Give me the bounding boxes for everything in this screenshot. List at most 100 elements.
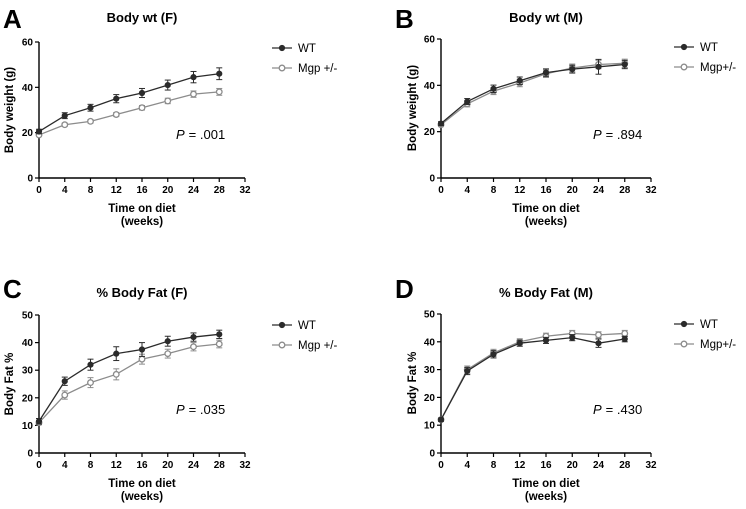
data-point — [190, 343, 197, 351]
data-point — [138, 355, 146, 363]
data-point — [61, 121, 69, 129]
legend-entry: WT — [674, 319, 718, 331]
x-tick-label: 4 — [62, 185, 68, 196]
data-point — [113, 350, 120, 357]
data-point — [516, 77, 523, 84]
data-point — [216, 70, 223, 77]
y-tick-label: 20 — [424, 393, 436, 404]
data-point — [87, 361, 94, 368]
data-point — [490, 85, 497, 92]
y-tick-label: 10 — [424, 421, 436, 432]
y-tick-label: 40 — [22, 83, 34, 94]
data-point — [216, 331, 223, 338]
panel-a: A Body wt (F) 0 20 40 60 0 4 8 12 16 20 24 28 32 Time o… — [3, 4, 337, 228]
legend-label: Mgp +/- — [298, 63, 337, 75]
data-point — [35, 418, 43, 425]
y-tick-label: 60 — [424, 35, 436, 46]
data-point — [61, 378, 68, 385]
p-value: P = .035 — [176, 402, 225, 417]
data-point — [542, 69, 550, 76]
x-tick-label: 32 — [239, 460, 251, 471]
data-point — [61, 112, 68, 119]
x-tick-label: 20 — [567, 460, 579, 471]
x-tick-label: 28 — [619, 185, 631, 196]
y-tick-label: 0 — [429, 174, 435, 185]
x-tick-label: 4 — [464, 185, 470, 196]
x-tick-label: 8 — [491, 460, 497, 471]
series-line — [38, 91, 220, 136]
data-point — [138, 89, 146, 97]
data-point — [621, 61, 628, 68]
data-point — [490, 351, 497, 358]
data-point — [112, 370, 120, 378]
data-point — [190, 333, 197, 341]
y-tick-label: 50 — [22, 311, 34, 322]
legend-label: WT — [700, 319, 718, 331]
y-tick-label: 20 — [22, 393, 34, 404]
legend-marker — [278, 321, 286, 329]
x-tick-label: 12 — [111, 185, 123, 196]
p-value: P = .430 — [593, 402, 642, 417]
x-tick-label: 8 — [491, 185, 497, 196]
legend-entry: Mgp +/- — [272, 63, 337, 75]
x-axis-label: (weeks) — [121, 216, 163, 228]
x-axis-label: (weeks) — [525, 491, 567, 503]
panel-letter: D — [395, 274, 414, 304]
data-point — [569, 66, 576, 73]
panel-letter: B — [395, 4, 414, 34]
legend-label: WT — [700, 42, 718, 54]
data-point — [595, 331, 602, 339]
legend-marker — [680, 43, 688, 51]
x-tick-label: 32 — [239, 185, 251, 196]
x-tick-label: 20 — [162, 185, 174, 196]
y-tick-label: 50 — [424, 310, 436, 321]
y-tick-label: 40 — [22, 338, 34, 349]
p-value-symbol: P — [593, 402, 602, 417]
y-axis-label: Body weight (g) — [4, 67, 16, 153]
legend-label: Mgp+/- — [700, 339, 736, 351]
y-tick-label: 60 — [22, 38, 34, 49]
y-axis-label: Body Fat % — [4, 353, 16, 416]
panel-letter: C — [3, 274, 22, 304]
p-value-text: = .035 — [189, 402, 226, 417]
series-line — [440, 336, 625, 420]
x-axis-label: Time on diet — [512, 478, 580, 490]
legend-entry: Mgp+/- — [674, 339, 736, 351]
data-point — [138, 104, 146, 112]
data-point — [164, 97, 172, 105]
x-tick-label: 32 — [645, 185, 657, 196]
y-tick-label: 0 — [429, 449, 435, 460]
x-tick-label: 16 — [136, 460, 148, 471]
y-tick-label: 30 — [424, 365, 436, 376]
panel-letter: A — [3, 4, 22, 34]
data-point — [190, 90, 197, 98]
legend-marker — [680, 63, 688, 71]
y-tick-label: 40 — [424, 81, 436, 92]
data-point — [215, 340, 223, 348]
x-tick-label: 0 — [36, 460, 42, 471]
data-point — [569, 334, 576, 341]
series-line — [440, 62, 625, 126]
legend-marker — [278, 44, 286, 52]
panel-d: D % Body Fat (M) 0 10 20 30 40 50 0 4 8 12 16 20 24 28 3… — [395, 274, 736, 503]
series-line — [38, 343, 220, 424]
x-tick-label: 28 — [619, 460, 631, 471]
x-tick-label: 32 — [645, 460, 657, 471]
x-tick-label: 8 — [88, 460, 94, 471]
p-value: P = .001 — [176, 127, 225, 142]
y-tick-label: 20 — [424, 127, 436, 138]
y-tick-label: 0 — [27, 449, 33, 460]
x-tick-label: 12 — [514, 185, 526, 196]
data-point — [516, 340, 523, 347]
data-point — [621, 335, 628, 343]
x-tick-label: 12 — [514, 460, 526, 471]
x-tick-label: 20 — [567, 185, 579, 196]
series-line — [38, 73, 220, 133]
data-point — [215, 88, 223, 96]
data-point — [595, 340, 602, 347]
y-axis-label: Body weight (g) — [407, 65, 419, 151]
panel-b: B Body wt (M) 0 20 40 60 0 4 8 12 16 20 24 28 32 Time o… — [395, 4, 736, 228]
p-value-text: = .894 — [606, 127, 643, 142]
x-axis-label: Time on diet — [108, 203, 176, 215]
